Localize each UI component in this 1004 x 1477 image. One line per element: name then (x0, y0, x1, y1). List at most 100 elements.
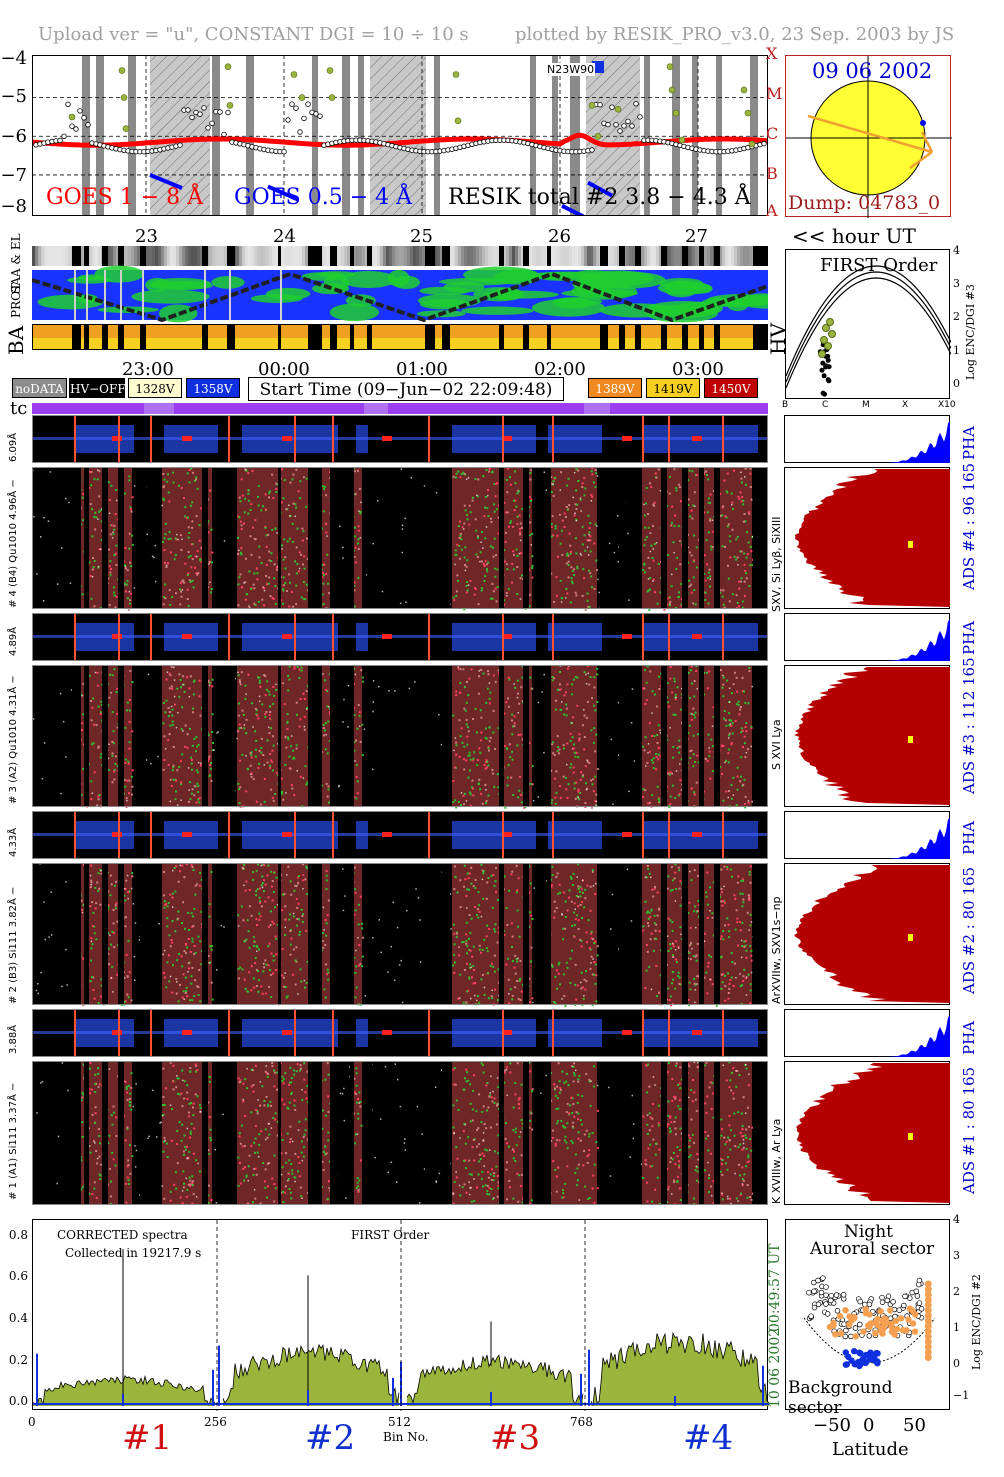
count-dot (673, 877, 676, 880)
count-dot (298, 551, 301, 554)
count-dot (489, 691, 492, 694)
count-dot (353, 556, 356, 558)
count-dot (164, 597, 167, 600)
count-dot (469, 579, 472, 582)
count-dot (326, 795, 329, 798)
count-dot (163, 759, 166, 761)
resik-point (69, 123, 75, 129)
hv-off-gap (661, 665, 667, 807)
count-dot (494, 923, 497, 926)
count-dot (516, 566, 519, 568)
goes-legend-goes05: GOES 0.5 − 4 Å (234, 185, 413, 210)
sparse-dot (463, 803, 465, 805)
count-dot (509, 522, 512, 524)
count-dot (491, 597, 494, 600)
hv-off-gap (635, 665, 641, 807)
count-dot (237, 914, 240, 917)
count-dot (470, 882, 473, 885)
count-dot (669, 677, 672, 680)
count-dot (531, 566, 534, 569)
count-dot (131, 872, 134, 875)
count-dot (690, 749, 693, 752)
count-dot (712, 881, 715, 884)
hv-off-gap (330, 467, 337, 609)
count-dot (91, 508, 93, 511)
count-dot (566, 742, 569, 745)
count-dot (325, 688, 327, 691)
count-dot (325, 874, 328, 877)
count-dot (653, 887, 656, 890)
count-dot (271, 769, 274, 772)
count-dot (676, 961, 678, 964)
count-dot (266, 761, 269, 764)
count-dot (555, 969, 558, 972)
count-dot (491, 906, 494, 909)
count-dot (97, 746, 100, 749)
count-dot (452, 801, 455, 804)
count-dot (190, 762, 193, 765)
count-dot (581, 917, 583, 919)
count-dot (289, 930, 292, 933)
sparse-dot (372, 680, 375, 682)
count-dot (669, 947, 672, 950)
count-dot (464, 546, 467, 549)
sparse-dot (400, 468, 403, 470)
count-dot (274, 528, 277, 531)
count-dot (98, 887, 101, 890)
count-dot (493, 503, 495, 506)
count-dot (468, 791, 471, 794)
count-dot (645, 944, 648, 946)
count-dot (455, 472, 458, 475)
count-dot (186, 598, 189, 600)
saa-cell (152, 246, 155, 266)
count-dot (741, 879, 744, 882)
count-dot (594, 893, 597, 896)
channel-panels (32, 415, 768, 1205)
count-dot (302, 598, 305, 601)
count-dot (649, 750, 651, 753)
count-dot (687, 998, 690, 1001)
count-dot (559, 688, 562, 691)
count-dot (507, 764, 510, 767)
sparse-dot (296, 770, 298, 772)
xtick: X (902, 400, 909, 410)
count-dot (581, 482, 584, 485)
saa-cell (575, 246, 578, 266)
count-dot (642, 687, 645, 690)
count-dot (566, 554, 569, 557)
count-dot (125, 797, 128, 800)
count-dot (738, 605, 740, 608)
count-dot (275, 488, 278, 490)
saa-cell (224, 246, 227, 266)
count-dot (750, 725, 753, 728)
ba-gap (118, 324, 124, 350)
resik-point (185, 107, 191, 113)
count-dot (690, 591, 693, 594)
count-dot (462, 471, 465, 474)
count-dot (707, 733, 710, 736)
sparse-dot (580, 510, 582, 512)
count-dot (495, 482, 498, 485)
count-dot (108, 548, 110, 551)
count-dot (179, 870, 181, 873)
count-dot (466, 962, 468, 965)
count-dot (530, 498, 533, 501)
count-dot (557, 688, 560, 691)
count-dot (459, 532, 462, 535)
count-dot (697, 904, 700, 907)
count-dot (705, 891, 708, 894)
count-dot (581, 901, 584, 904)
count-dot (474, 707, 477, 710)
count-dot (274, 603, 277, 606)
count-dot (112, 586, 115, 589)
saa-cell (404, 246, 407, 266)
count-dot (306, 781, 309, 784)
count-dot (719, 765, 722, 768)
ytick: 1 (953, 344, 960, 357)
count-dot (92, 742, 95, 745)
saa-cell (617, 246, 620, 266)
count-dot (490, 995, 493, 998)
count-dot (739, 491, 742, 494)
count-dot (165, 699, 168, 702)
count-dot (305, 930, 308, 933)
